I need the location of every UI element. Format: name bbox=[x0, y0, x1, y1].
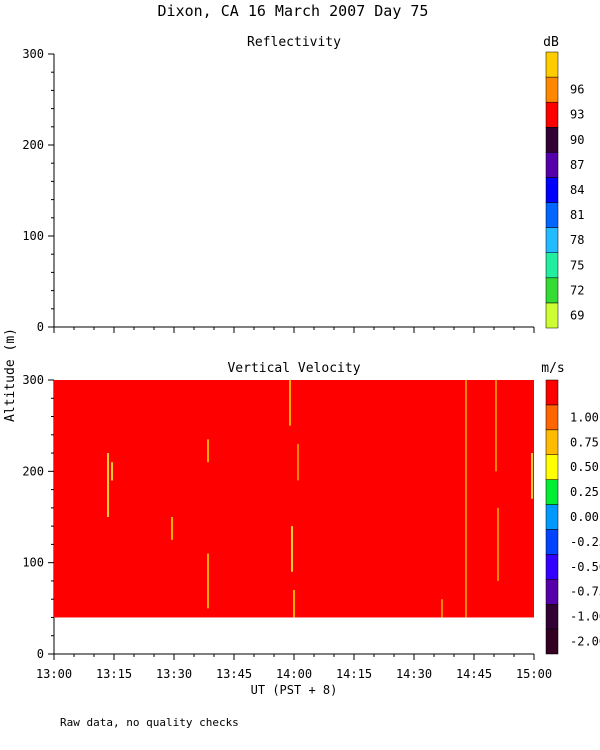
reflectivity-colorbar: 69 72 75 78 81 84 87 90 93 96 bbox=[545, 51, 584, 329]
x-axis-label: UT (PST + 8) bbox=[251, 683, 338, 697]
velocity-colorbar-label: -0.25 bbox=[570, 535, 600, 549]
velocity-colorbar-label: 1.00 bbox=[570, 410, 599, 424]
x-tick-label: 14:45 bbox=[456, 667, 492, 681]
reflectivity-colorbar-label: 75 bbox=[570, 258, 584, 272]
reflectivity-colorbar-label: 78 bbox=[570, 233, 584, 247]
velocity-colorbar-label: 0.50 bbox=[570, 460, 599, 474]
reflectivity-colorbar-swatch bbox=[545, 152, 559, 178]
velocity-colorbar-swatch bbox=[545, 429, 559, 455]
velocity-colorbar-swatch bbox=[545, 554, 559, 580]
reflectivity-colorbar-swatch bbox=[545, 177, 559, 203]
colorbar-unit-db: dB bbox=[543, 35, 559, 50]
velocity-colorbar-swatch bbox=[545, 504, 559, 530]
reflectivity-colorbar-label: 87 bbox=[570, 158, 584, 172]
velocity-streak bbox=[495, 380, 497, 472]
reflectivity-colorbar-swatch bbox=[545, 101, 559, 128]
velocity-streak bbox=[297, 443, 299, 481]
velocity-colorbar-label: -0.75 bbox=[570, 585, 600, 599]
reflectivity-colorbar-swatch bbox=[545, 277, 559, 304]
x-tick-label: 14:30 bbox=[396, 667, 432, 681]
reflectivity-colorbar-label: 90 bbox=[570, 133, 584, 147]
velocity-colorbar-swatch bbox=[545, 628, 559, 655]
velocity-colorbar-label: 0.00 bbox=[570, 510, 599, 524]
velocity-streak bbox=[207, 553, 209, 609]
x-tick-label: 13:00 bbox=[36, 667, 72, 681]
y-tick-label: 300 bbox=[22, 373, 44, 387]
velocity-colorbar-label: 0.75 bbox=[570, 435, 599, 449]
reflectivity-colorbar-swatch bbox=[545, 227, 559, 253]
figure-title: Dixon, CA 16 March 2007 Day 75 bbox=[158, 2, 429, 20]
velocity-streak bbox=[289, 380, 291, 426]
reflectivity-colorbar-swatch bbox=[545, 76, 559, 103]
velocity-field bbox=[54, 380, 534, 618]
x-tick-label: 14:15 bbox=[336, 667, 372, 681]
y-tick-label: 300 bbox=[22, 47, 44, 61]
footer-note: Raw data, no quality checks bbox=[60, 716, 239, 729]
velocity-colorbar-label: -1.00 bbox=[570, 610, 600, 624]
reflectivity-colorbar-swatch bbox=[545, 51, 559, 78]
velocity-colorbar-swatch bbox=[545, 579, 559, 605]
velocity-heatmap bbox=[54, 380, 534, 618]
x-tick-label: 13:15 bbox=[96, 667, 132, 681]
velocity-streak bbox=[441, 599, 443, 618]
x-tick-label: 13:45 bbox=[216, 667, 252, 681]
velocity-colorbar-swatch bbox=[545, 379, 559, 406]
velocity-streak bbox=[465, 380, 467, 618]
x-tick-labels: 13:00 13:15 13:30 13:45 14:00 14:15 14:30 14:45… bbox=[36, 667, 552, 681]
reflectivity-colorbar-label: 93 bbox=[570, 108, 584, 122]
reflectivity-colorbar-swatch bbox=[545, 202, 559, 228]
velocity-colorbar-label: -2.00 bbox=[570, 635, 600, 649]
y-tick-label: 0 bbox=[37, 320, 44, 334]
velocity-colorbar-swatch bbox=[545, 479, 559, 505]
velocity-streak bbox=[207, 439, 209, 463]
x-tick-label: 13:30 bbox=[156, 667, 192, 681]
y-tick-label: 200 bbox=[22, 138, 44, 152]
y-tick-label: 0 bbox=[37, 647, 44, 661]
velocity-streak bbox=[497, 507, 499, 581]
velocity-streak bbox=[111, 462, 113, 481]
reflectivity-colorbar-label: 96 bbox=[570, 83, 584, 97]
x-tick-label: 14:00 bbox=[276, 667, 312, 681]
velocity-colorbar-label: -0.50 bbox=[570, 560, 600, 574]
velocity-colorbar-swatch bbox=[545, 603, 559, 630]
reflectivity-colorbar-label: 84 bbox=[570, 183, 584, 197]
reflectivity-colorbar-swatch bbox=[545, 252, 559, 279]
velocity-streak bbox=[291, 526, 293, 572]
panel-title-velocity: Vertical Velocity bbox=[227, 361, 360, 376]
reflectivity-colorbar-swatch bbox=[545, 127, 559, 153]
reflectivity-axes: 0 100 200 300 bbox=[22, 47, 535, 334]
y-axis-label: Altitude (m) bbox=[3, 328, 18, 422]
velocity-colorbar: -2.00 -1.00 -0.75 -0.50 -0.25 0.00 0.25 0.50 0.7… bbox=[545, 379, 600, 655]
reflectivity-colorbar-label: 69 bbox=[570, 308, 584, 322]
velocity-colorbar-swatch bbox=[545, 454, 559, 480]
y-tick-label: 100 bbox=[22, 229, 44, 243]
velocity-streak bbox=[171, 517, 173, 540]
velocity-colorbar-swatch bbox=[545, 404, 559, 431]
y-tick-label: 100 bbox=[22, 556, 44, 570]
velocity-streak bbox=[293, 590, 295, 618]
velocity-streak bbox=[531, 453, 533, 499]
velocity-streak bbox=[107, 453, 109, 517]
x-tick-label: 15:00 bbox=[516, 667, 552, 681]
reflectivity-colorbar-label: 72 bbox=[570, 283, 584, 297]
reflectivity-colorbar-label: 81 bbox=[570, 208, 584, 222]
y-tick-label: 200 bbox=[22, 464, 44, 478]
colorbar-unit-ms: m/s bbox=[541, 361, 564, 376]
panel-title-reflectivity: Reflectivity bbox=[247, 35, 341, 50]
velocity-colorbar-swatch bbox=[545, 529, 559, 555]
velocity-colorbar-label: 0.25 bbox=[570, 485, 599, 499]
reflectivity-colorbar-swatch bbox=[545, 302, 559, 329]
